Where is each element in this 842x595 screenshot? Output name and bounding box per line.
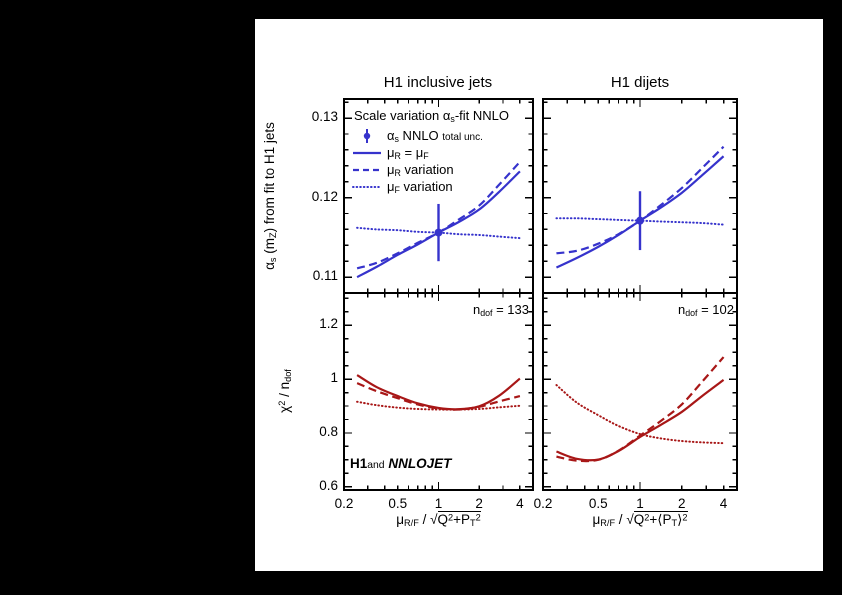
ndof-label-left: ndof = 133 [472, 302, 529, 319]
y-tick-label: 0.6 [319, 477, 338, 493]
dotted-curve [555, 384, 725, 445]
x-axis-label-right: μR/F / √Q2+⟨PT⟩2 [592, 511, 688, 529]
x-tick-label: 4 [516, 496, 524, 511]
point-errorbar-marker-icon [352, 128, 382, 144]
legend-item-label: αs NNLO total unc. [387, 127, 483, 144]
legend-item-label: μR variation [387, 161, 454, 178]
y-tick-label: 1.2 [319, 316, 338, 332]
panel-frame [343, 292, 534, 491]
y-tick-label: 1 [330, 370, 338, 386]
plot-canvas: H1 inclusive jets H1 dijets αs (mZ) from… [255, 19, 823, 571]
legend: Scale variation αs-fit NNLO αs NNLO tota… [352, 108, 509, 195]
x-tick-label: 1 [434, 496, 443, 511]
y-tick-label: 0.12 [311, 188, 338, 204]
y-tick-label: 0.13 [311, 109, 338, 125]
x-tick-label: 0.5 [388, 496, 408, 511]
plot-svg [343, 98, 738, 491]
legend-item-muf-variation: μF variation [352, 178, 509, 195]
solid-curve [356, 374, 521, 411]
dashed-line-marker-icon [352, 165, 382, 175]
legend-header: Scale variation αs-fit NNLO [354, 108, 509, 125]
solid-line-marker-icon [352, 148, 382, 158]
legend-item-mur-variation: μR variation [352, 161, 509, 178]
x-axis-label-left: μR/F / √Q2+PT2 [396, 511, 481, 529]
panel-title-inclusive-jets: H1 inclusive jets [383, 74, 493, 91]
x-tick-label: 2 [475, 496, 483, 511]
y-tick-label: 0.11 [312, 268, 338, 284]
h1-nnlojet-watermark: H1and NNLOJET [350, 456, 452, 471]
ndof-label-right: ndof = 102 [677, 302, 734, 319]
legend-item-mur-equals-muf: μR = μF [352, 144, 509, 161]
dotted-curve [356, 400, 521, 411]
data-point-marker [636, 216, 644, 225]
panel-title-dijets: H1 dijets [610, 74, 670, 91]
x-tick-label: 2 [678, 496, 686, 511]
x-tick-label: 0.2 [334, 496, 354, 511]
dashed-curve [556, 356, 725, 463]
y-tick-label: 0.8 [319, 423, 338, 439]
solid-curve [556, 379, 725, 462]
legend-item-label: μF variation [387, 178, 453, 195]
legend-item-alphas-point: αs NNLO total unc. [352, 127, 509, 144]
panel-frame [542, 292, 738, 491]
y-axis-label-alphas: αs (mZ) from fit to H1 jets [261, 122, 279, 270]
dotted-curve [356, 226, 521, 240]
x-tick-label: 0.2 [533, 496, 553, 511]
data-point-marker [434, 228, 443, 237]
x-tick-label: 0.5 [588, 496, 608, 511]
dashed-curve [356, 382, 521, 411]
dotted-line-marker-icon [352, 182, 382, 192]
x-tick-label: 1 [636, 496, 644, 511]
x-tick-label: 4 [719, 496, 728, 511]
y-axis-label-chi2: χ2 / ndof [276, 369, 294, 413]
legend-item-label: μR = μF [387, 144, 429, 161]
